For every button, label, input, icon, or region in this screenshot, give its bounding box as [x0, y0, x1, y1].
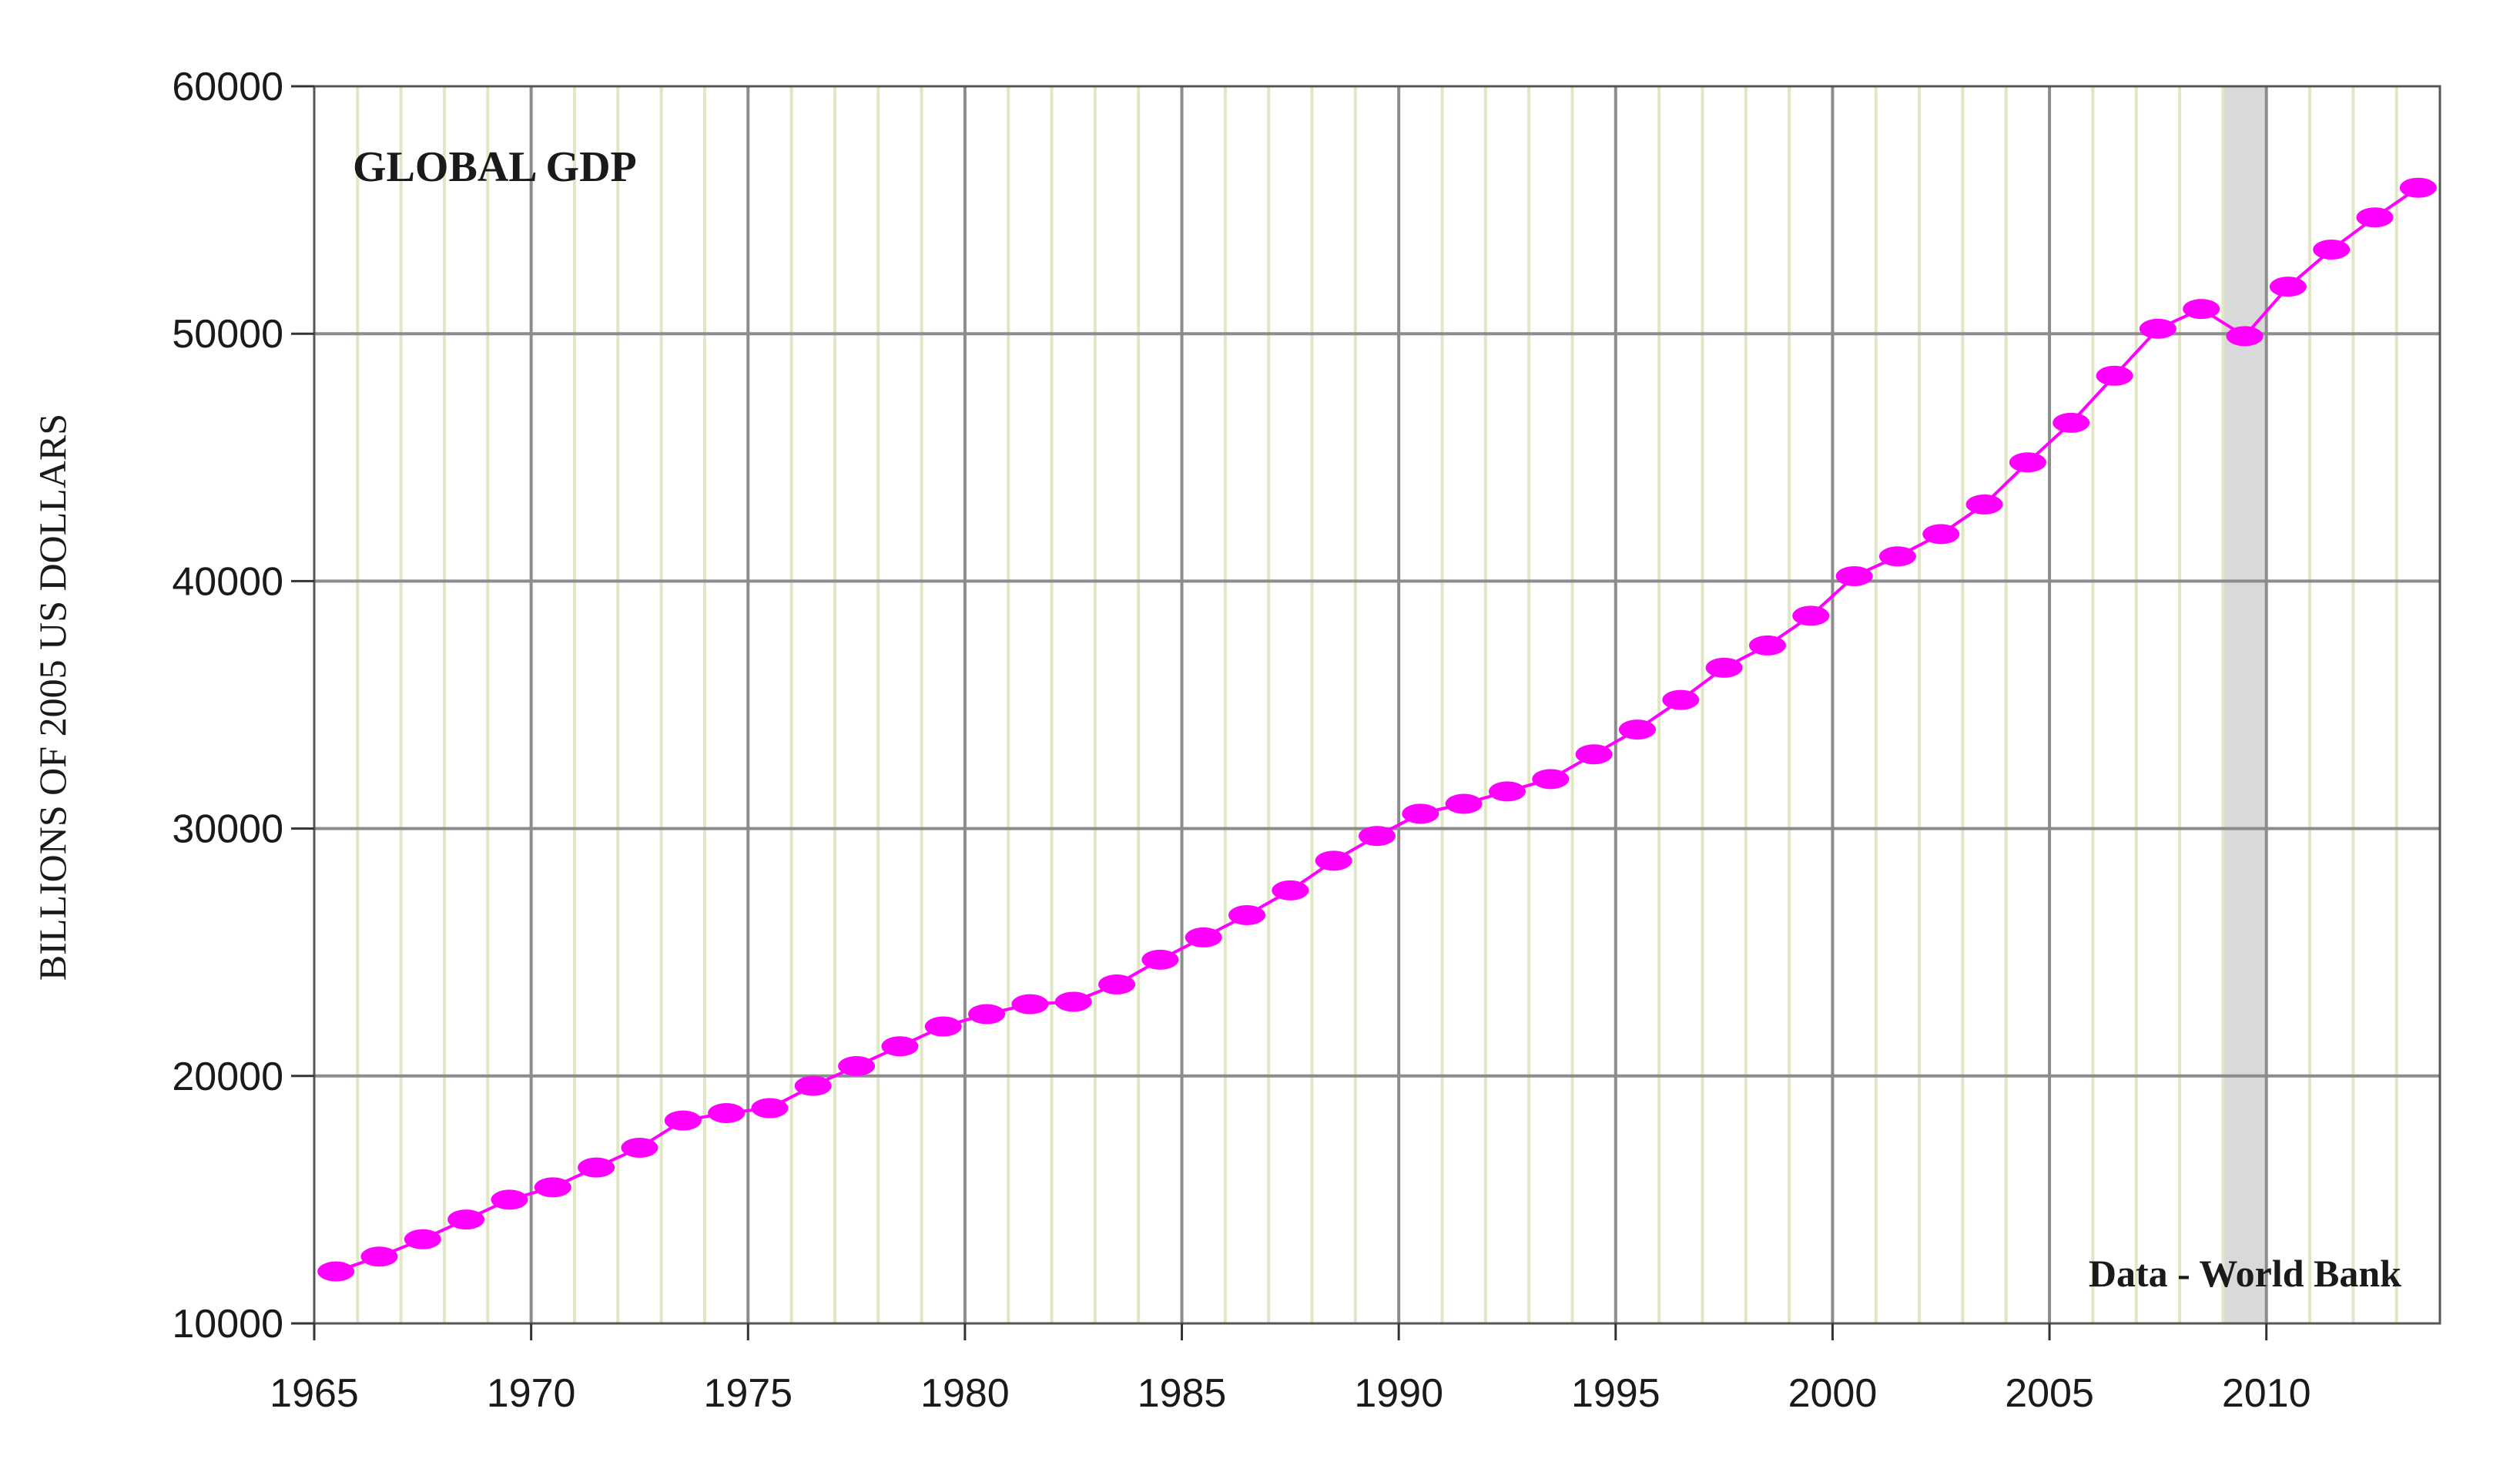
- y-tick-label-10000: 10000: [172, 1302, 283, 1347]
- data-point-26: [1445, 793, 1483, 814]
- major-grid-layer: [314, 86, 2440, 1323]
- x-tick-labels: 1965 1970 1975 1980 1985 1990 1995 2000 2005 2010: [270, 1371, 2311, 1416]
- data-point-6: [578, 1157, 615, 1178]
- data-point-3: [447, 1209, 485, 1230]
- data-point-22: [1272, 880, 1309, 900]
- data-point-8: [664, 1110, 702, 1131]
- x-tick-label-1990: 1990: [1354, 1371, 1443, 1416]
- y-tick-labels: 10000 20000 30000 40000 50000 60000: [172, 65, 283, 1347]
- data-point-29: [1575, 744, 1613, 765]
- source-annotation: Data - World Bank: [2089, 1252, 2401, 1295]
- data-point-7: [621, 1137, 658, 1158]
- data-point-38: [1965, 494, 2003, 515]
- data-point-41: [2096, 365, 2133, 386]
- data-point-35: [1835, 565, 1873, 586]
- data-point-0: [317, 1261, 355, 1282]
- data-point-46: [2313, 239, 2351, 260]
- data-point-48: [2399, 177, 2437, 198]
- x-tick-label-2005: 2005: [2005, 1371, 2094, 1416]
- data-point-14: [924, 1016, 962, 1037]
- data-point-9: [708, 1102, 746, 1123]
- recession-band: [2223, 86, 2267, 1323]
- data-point-37: [1922, 524, 1960, 545]
- data-point-13: [881, 1036, 919, 1057]
- y-tick-label-40000: 40000: [172, 559, 283, 604]
- data-point-19: [1141, 949, 1179, 970]
- data-point-15: [968, 1004, 1006, 1025]
- plot-frame: [313, 85, 2441, 1325]
- data-point-42: [2139, 318, 2177, 339]
- x-tick-label-2010: 2010: [2222, 1371, 2311, 1416]
- y-tick-label-20000: 20000: [172, 1055, 283, 1099]
- data-point-32: [1705, 657, 1743, 678]
- data-point-47: [2356, 207, 2394, 228]
- data-point-28: [1532, 769, 1570, 790]
- recession-band-layer: [2223, 86, 2267, 1323]
- data-point-30: [1618, 719, 1656, 740]
- y-tick-label-60000: 60000: [172, 65, 283, 109]
- data-point-10: [751, 1098, 789, 1118]
- data-point-24: [1359, 826, 1396, 847]
- minor-grid-layer: [356, 86, 2398, 1323]
- axis-ticks-layer: [291, 85, 2268, 1340]
- y-axis-label: BILLIONS OF 2005 US DOLLARS: [31, 414, 74, 981]
- data-point-43: [2183, 299, 2220, 320]
- data-point-34: [1792, 605, 1830, 626]
- data-point-45: [2269, 277, 2307, 297]
- data-point-12: [838, 1055, 876, 1076]
- data-point-23: [1315, 850, 1352, 871]
- data-point-25: [1402, 803, 1439, 824]
- data-point-39: [2009, 452, 2046, 473]
- data-point-4: [491, 1189, 528, 1210]
- chart-title: GLOBAL GDP: [353, 143, 637, 191]
- x-tick-label-2000: 2000: [1788, 1371, 1878, 1416]
- data-point-18: [1098, 974, 1136, 994]
- x-tick-label-1975: 1975: [703, 1371, 793, 1416]
- data-point-31: [1662, 689, 1700, 710]
- x-tick-label-1995: 1995: [1571, 1371, 1660, 1416]
- data-point-21: [1228, 905, 1266, 926]
- data-point-17: [1054, 991, 1092, 1012]
- x-tick-label-1985: 1985: [1138, 1371, 1227, 1416]
- data-point-33: [1748, 635, 1786, 656]
- y-tick-label-30000: 30000: [172, 807, 283, 852]
- data-point-5: [534, 1177, 571, 1198]
- data-point-1: [360, 1246, 398, 1267]
- series-marker-layer: [317, 177, 2437, 1282]
- data-point-27: [1488, 781, 1526, 802]
- x-tick-label-1970: 1970: [487, 1371, 576, 1416]
- data-point-40: [2053, 412, 2090, 433]
- data-point-11: [794, 1075, 832, 1096]
- data-point-16: [1011, 994, 1049, 1015]
- x-tick-label-1980: 1980: [920, 1371, 1010, 1416]
- y-tick-label-50000: 50000: [172, 312, 283, 357]
- x-tick-label-1965: 1965: [270, 1371, 359, 1416]
- data-point-44: [2226, 326, 2264, 347]
- data-point-36: [1878, 546, 1916, 567]
- data-point-2: [404, 1229, 441, 1249]
- data-point-20: [1185, 927, 1222, 947]
